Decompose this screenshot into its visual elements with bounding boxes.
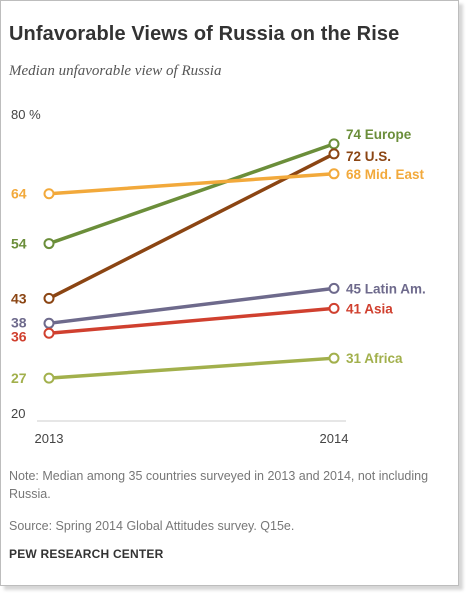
data-point-europe-2014 [328, 138, 340, 150]
chart-subtitle: Median unfavorable view of Russia [9, 63, 222, 79]
start-label-u-s: 43 [11, 290, 27, 306]
data-point-u-s-2013 [43, 292, 55, 304]
data-point-africa-2013 [43, 372, 55, 384]
x-tick-label-0: 2013 [35, 431, 64, 446]
data-point-mid-east-2013 [43, 188, 55, 200]
end-label-mid-east: 68 Mid. East [346, 167, 425, 182]
data-point-africa-2014 [328, 352, 340, 364]
chart-frame: Unfavorable Views of Russia on the Rise … [0, 0, 459, 586]
start-label-europe: 54 [11, 236, 27, 252]
data-point-asia-2013 [43, 327, 55, 339]
data-point-europe-2013 [43, 238, 55, 250]
end-label-europe: 74 Europe [346, 127, 412, 142]
data-point-u-s-2014 [328, 148, 340, 160]
data-point-asia-2014 [328, 302, 340, 314]
end-label-africa: 31 Africa [346, 351, 403, 366]
data-point-mid-east-2014 [328, 168, 340, 180]
chart-note: Note: Median among 35 countries surveyed… [9, 469, 429, 501]
organization-name: PEW RESEARCH CENTER [9, 547, 164, 561]
line-chart: 80 % 20 2013 2014 54 74 Europe 43 72 U.S. 64 68 M… [11, 107, 426, 446]
end-label-latin-am: 45 Latin Am. [346, 281, 426, 296]
x-tick-label-1: 2014 [320, 431, 349, 446]
chart-source: Source: Spring 2014 Global Attitudes sur… [9, 519, 295, 533]
start-label-mid-east: 64 [11, 186, 27, 202]
series-line-latin-am [47, 286, 336, 326]
series-line-asia [47, 306, 336, 336]
start-label-asia: 36 [11, 328, 27, 344]
end-label-asia: 41 Asia [346, 301, 393, 316]
series-line-europe [47, 142, 336, 246]
data-point-latin-am-2013 [43, 317, 55, 329]
series-line-africa [47, 356, 336, 380]
data-point-latin-am-2014 [328, 282, 340, 294]
y-tick-label-0: 80 % [11, 107, 41, 122]
start-label-latin-am: 38 [11, 314, 27, 330]
start-label-africa: 27 [11, 370, 27, 386]
y-tick-label-1: 20 [11, 406, 25, 421]
end-label-u-s: 72 U.S. [346, 149, 391, 164]
chart-title: Unfavorable Views of Russia on the Rise [9, 23, 400, 45]
series-line-mid-east [47, 172, 336, 196]
